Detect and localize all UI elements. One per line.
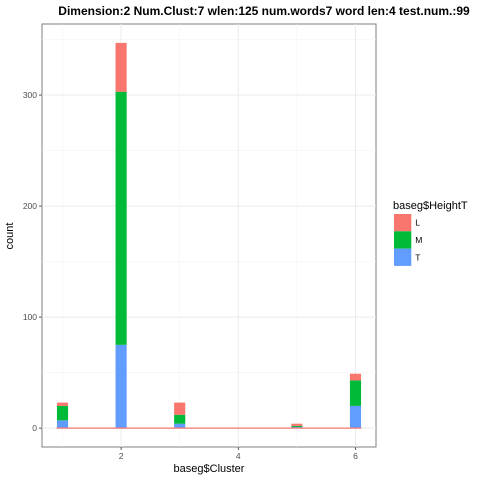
y-axis: 0 100 200 300 [23,90,42,433]
bars [56,42,362,429]
legend-label-T: T [415,252,420,262]
bar-segment-L [291,423,303,426]
legend-title: baseg$HeightT [393,200,468,212]
y-tick-label: 0 [32,423,37,433]
legend-key-T [394,248,412,266]
bar-segment-L [56,402,69,406]
bar-segment-L [115,42,127,92]
x-tick-label: 6 [353,451,358,461]
y-axis-title: count [4,223,16,250]
legend-label-M: M [415,235,422,245]
legend-label-L: L [415,218,420,228]
bar-segment-L [174,402,186,415]
bar-segment-M [291,425,303,428]
bar-segment-T [56,420,69,429]
x-axis: 2 4 6 [119,447,358,461]
bar-segment-M [56,405,69,421]
x-tick-label: 4 [236,451,241,461]
legend: baseg$HeightT LMT [393,200,468,266]
grid-minor [42,24,376,447]
bar-segment-M [115,91,127,345]
legend-key-L [394,214,412,232]
bar-segment-M [174,414,186,424]
x-axis-title: baseg$Cluster [174,463,245,475]
y-tick-label: 300 [23,90,37,100]
plot-panel [41,23,377,448]
bar-segment-L [349,373,362,381]
y-tick-label: 100 [23,312,37,322]
bar-segment-T [174,423,186,429]
y-tick-label: 200 [23,201,37,211]
legend-key-M [394,231,412,249]
chart-title: Dimension:2 Num.Clust:7 wlen:125 num.wor… [58,4,470,18]
x-tick-label: 2 [119,451,124,461]
bar-segment-T [349,405,362,429]
bar-segment-T [115,344,127,429]
bar-segment-M [349,380,362,406]
